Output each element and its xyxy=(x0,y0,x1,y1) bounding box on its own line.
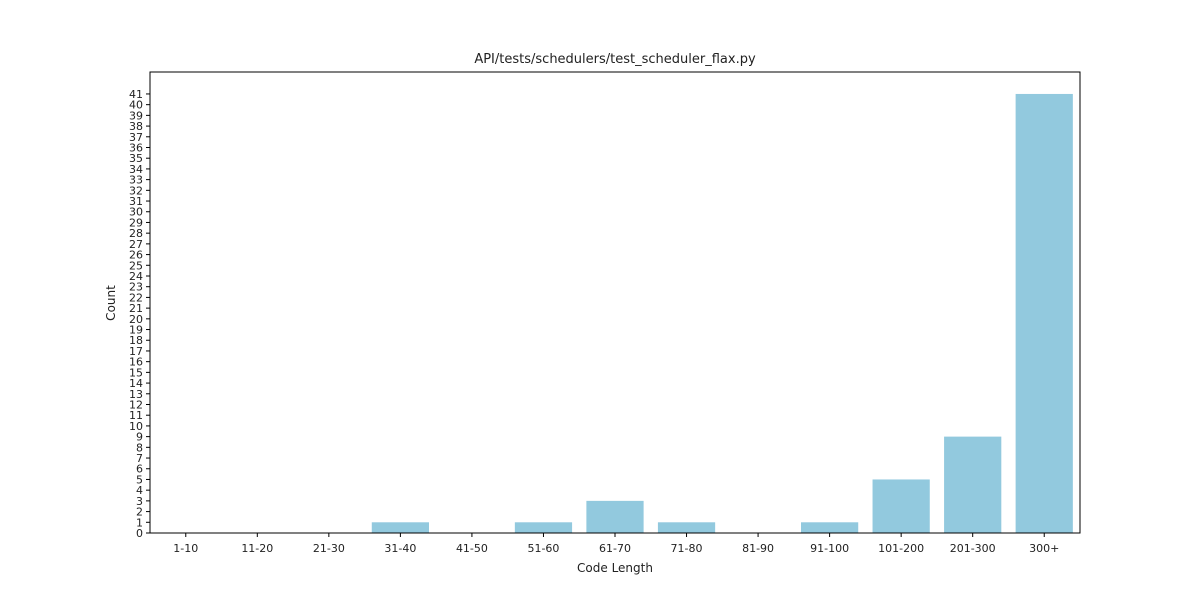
y-tick-label: 8 xyxy=(136,441,143,454)
y-tick-label: 9 xyxy=(136,431,143,444)
y-tick-label: 38 xyxy=(129,120,143,133)
plot-area-frame xyxy=(149,71,1081,534)
y-tick-label: 25 xyxy=(129,259,143,272)
y-axis-ticks: 0123456789101112131415161718192021222324… xyxy=(129,88,150,540)
x-tick-label: 91-100 xyxy=(810,542,849,555)
y-tick-label: 22 xyxy=(129,291,143,304)
y-tick-label: 7 xyxy=(136,452,143,465)
y-tick-label: 6 xyxy=(136,463,143,476)
y-axis-label: Count xyxy=(104,285,118,321)
y-tick-label: 32 xyxy=(129,184,143,197)
x-tick-label: 101-200 xyxy=(878,542,924,555)
bar-51-60 xyxy=(514,522,573,533)
x-tick-label: 300+ xyxy=(1029,542,1059,555)
y-tick-label: 26 xyxy=(129,249,143,262)
y-tick-label: 35 xyxy=(129,152,143,165)
y-tick-label: 14 xyxy=(129,377,143,390)
y-tick-label: 34 xyxy=(129,163,143,176)
x-tick-label: 1-10 xyxy=(173,542,198,555)
y-tick-label: 16 xyxy=(129,356,143,369)
y-tick-label: 33 xyxy=(129,174,143,187)
x-tick-label: 201-300 xyxy=(950,542,996,555)
y-tick-label: 39 xyxy=(129,109,143,122)
y-tick-label: 27 xyxy=(129,238,143,251)
chart-title: API/tests/schedulers/test_scheduler_flax… xyxy=(474,52,756,67)
y-tick-label: 21 xyxy=(129,302,143,315)
y-tick-label: 24 xyxy=(129,270,143,283)
bar-61-70 xyxy=(586,500,644,533)
x-axis-label: Code Length xyxy=(577,561,653,575)
y-tick-label: 13 xyxy=(129,388,143,401)
y-tick-label: 4 xyxy=(136,484,143,497)
bar-300+ xyxy=(1015,93,1073,533)
y-tick-label: 10 xyxy=(129,420,143,433)
bar-group xyxy=(371,93,1073,533)
bar-101-200 xyxy=(872,479,930,533)
y-tick-label: 17 xyxy=(129,345,143,358)
y-tick-label: 2 xyxy=(136,506,143,519)
y-tick-label: 31 xyxy=(129,195,143,208)
y-tick-label: 23 xyxy=(129,281,143,294)
y-tick-label: 40 xyxy=(129,99,143,112)
x-tick-label: 51-60 xyxy=(527,542,559,555)
y-tick-label: 12 xyxy=(129,398,143,411)
y-tick-label: 0 xyxy=(136,527,143,540)
x-tick-label: 61-70 xyxy=(599,542,631,555)
y-tick-label: 37 xyxy=(129,131,143,144)
bar-91-100 xyxy=(801,522,859,533)
bar-201-300 xyxy=(944,436,1002,533)
y-tick-label: 11 xyxy=(129,409,143,422)
x-tick-label: 81-90 xyxy=(742,542,774,555)
y-tick-label: 30 xyxy=(129,206,143,219)
y-tick-label: 1 xyxy=(136,516,143,529)
y-tick-label: 36 xyxy=(129,141,143,154)
bar-31-40 xyxy=(371,522,429,533)
y-tick-label: 41 xyxy=(129,88,143,101)
x-tick-label: 71-80 xyxy=(671,542,703,555)
y-tick-label: 28 xyxy=(129,227,143,240)
y-tick-label: 5 xyxy=(136,473,143,486)
x-tick-label: 41-50 xyxy=(456,542,488,555)
y-tick-label: 20 xyxy=(129,313,143,326)
y-tick-label: 15 xyxy=(129,366,143,379)
x-tick-label: 31-40 xyxy=(384,542,416,555)
x-tick-label: 11-20 xyxy=(241,542,273,555)
y-tick-label: 19 xyxy=(129,324,143,337)
x-tick-label: 21-30 xyxy=(313,542,345,555)
y-tick-label: 18 xyxy=(129,334,143,347)
y-tick-label: 3 xyxy=(136,495,143,508)
x-axis-ticks: 1-10 11-20 21-30 31-40 41-50 51-60 61-70 71-80 8… xyxy=(173,533,1059,555)
y-tick-label: 29 xyxy=(129,216,143,229)
bar-71-80 xyxy=(657,522,716,533)
